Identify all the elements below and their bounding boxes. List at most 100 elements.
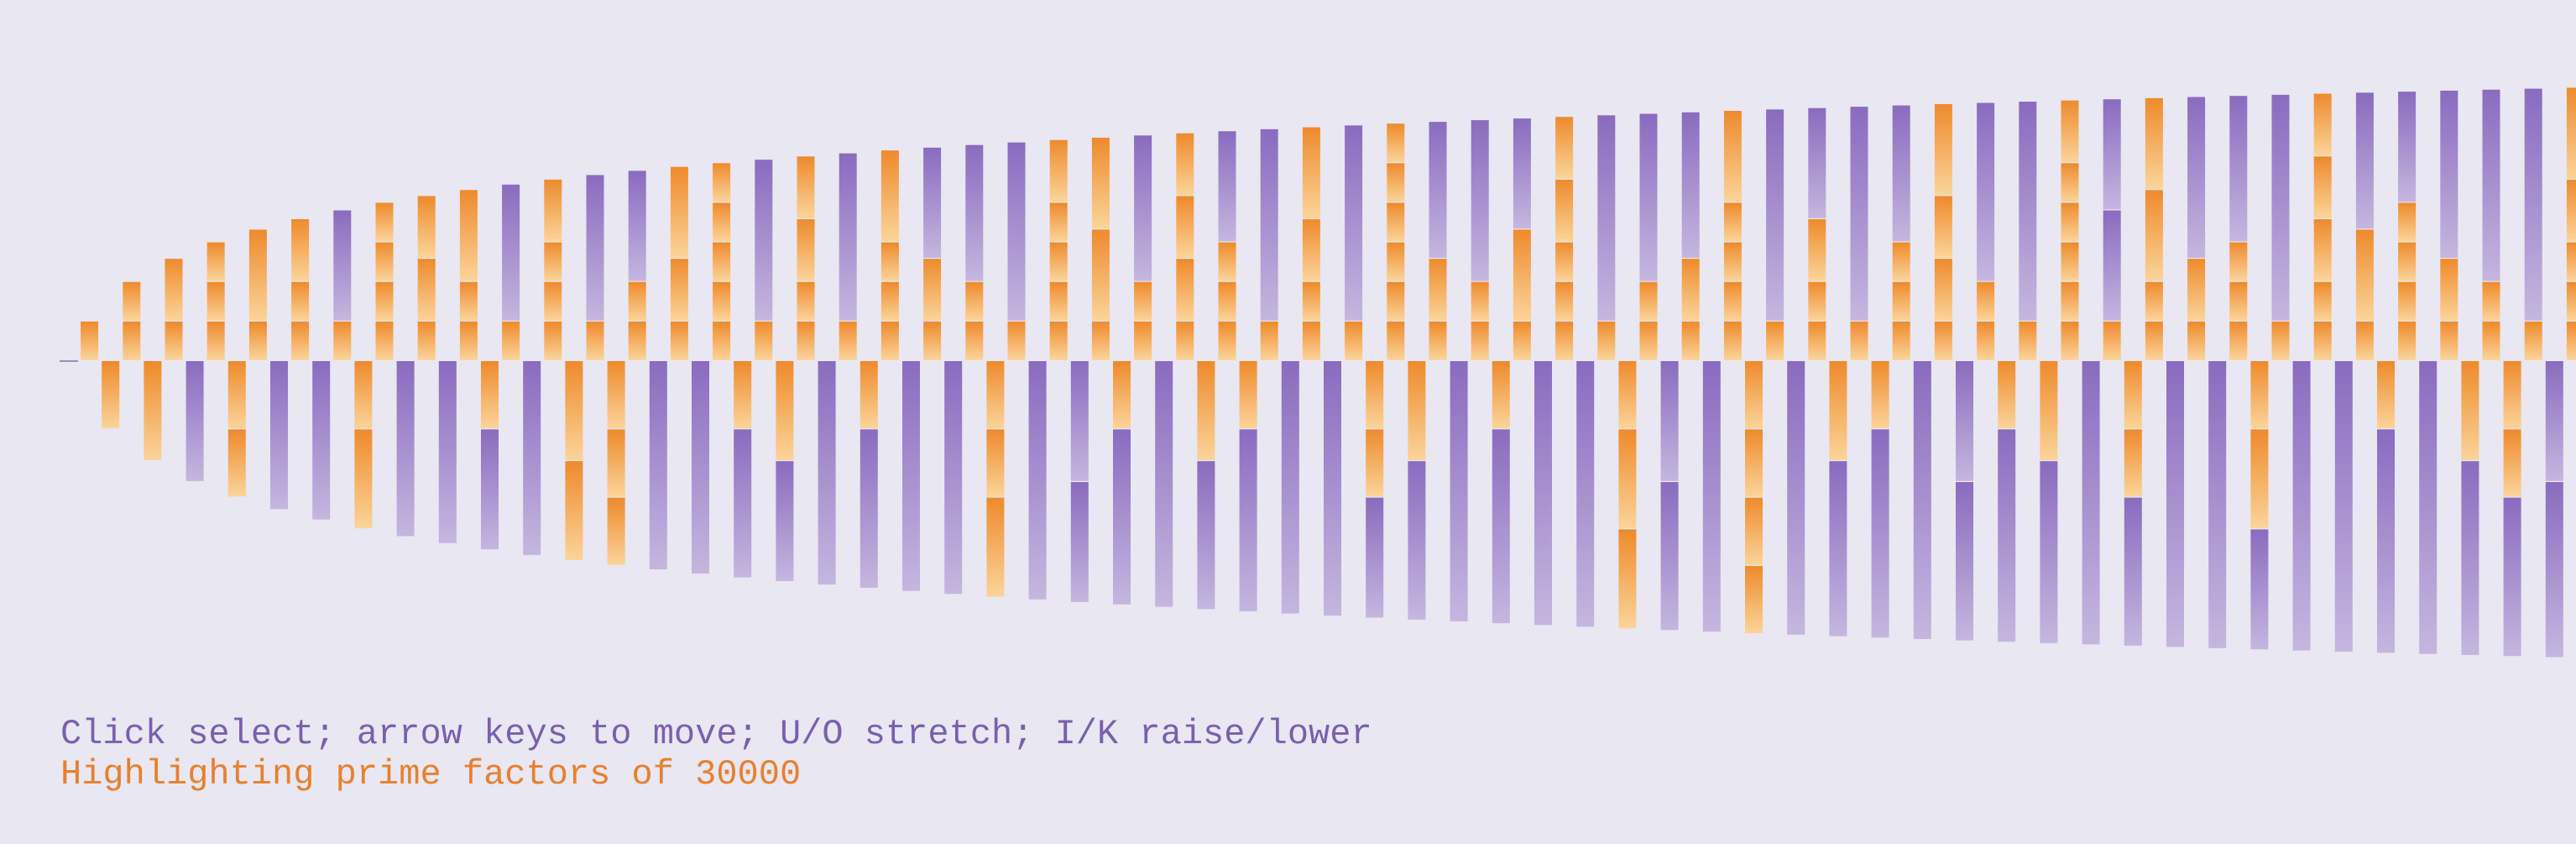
- factor-column-77[interactable]: [1660, 361, 1679, 631]
- factor-column-108[interactable]: [2313, 93, 2332, 360]
- factor-column-80[interactable]: [1723, 111, 1742, 360]
- factor-column-33[interactable]: [734, 361, 752, 578]
- factor-column-36[interactable]: [797, 156, 815, 360]
- factor-column-69[interactable]: [1492, 361, 1510, 624]
- factor-column-23[interactable]: [523, 361, 541, 555]
- factor-column-26[interactable]: [586, 175, 604, 360]
- factor-column-111[interactable]: [2377, 361, 2395, 653]
- factor-column-90[interactable]: [1934, 104, 1952, 360]
- factor-column-76[interactable]: [1639, 113, 1658, 360]
- factor-column-117[interactable]: [2503, 361, 2521, 657]
- factor-column-88[interactable]: [1892, 105, 1910, 360]
- factor-column-2[interactable]: [81, 321, 99, 360]
- factor-column-109[interactable]: [2334, 361, 2353, 652]
- factor-column-31[interactable]: [692, 361, 709, 574]
- factor-column-83[interactable]: [1787, 361, 1805, 635]
- factor-column-4[interactable]: [123, 281, 141, 360]
- factor-column-63[interactable]: [1366, 361, 1384, 618]
- factor-column-65[interactable]: [1408, 361, 1426, 620]
- factor-column-98[interactable]: [2103, 99, 2121, 360]
- factor-column-24[interactable]: [544, 179, 562, 360]
- factor-column-86[interactable]: [1850, 107, 1868, 360]
- factor-column-45[interactable]: [986, 361, 1005, 597]
- factor-column-34[interactable]: [755, 160, 773, 360]
- factor-column-11[interactable]: [270, 361, 288, 510]
- factor-column-110[interactable]: [2355, 92, 2374, 360]
- factor-column-101[interactable]: [2166, 361, 2184, 647]
- factor-column-44[interactable]: [965, 144, 984, 360]
- factor-column-28[interactable]: [628, 170, 646, 360]
- factor-column-85[interactable]: [1829, 361, 1847, 637]
- factor-column-70[interactable]: [1513, 118, 1531, 360]
- factor-column-120[interactable]: [2566, 87, 2576, 360]
- factor-column-25[interactable]: [565, 361, 583, 560]
- factor-column-93[interactable]: [1998, 361, 2016, 642]
- factor-column-81[interactable]: [1745, 361, 1763, 633]
- factor-column-42[interactable]: [923, 147, 942, 360]
- factor-column-73[interactable]: [1576, 361, 1595, 627]
- factor-column-68[interactable]: [1471, 120, 1489, 360]
- factor-column-9[interactable]: [227, 361, 246, 497]
- factor-column-32[interactable]: [713, 163, 731, 360]
- factor-column-91[interactable]: [1956, 361, 1973, 641]
- factor-column-112[interactable]: [2398, 92, 2417, 360]
- factor-column-47[interactable]: [1028, 361, 1047, 600]
- factor-column-39[interactable]: [860, 361, 878, 588]
- factor-column-3[interactable]: [102, 361, 120, 429]
- factor-column-62[interactable]: [1345, 125, 1363, 360]
- factor-column-40[interactable]: [880, 150, 899, 360]
- factor-column-72[interactable]: [1555, 117, 1574, 360]
- factor-column-118[interactable]: [2524, 88, 2542, 360]
- factor-column-37[interactable]: [818, 361, 836, 585]
- factor-column-12[interactable]: [291, 219, 310, 360]
- factor-column-60[interactable]: [1302, 127, 1320, 360]
- factor-column-43[interactable]: [944, 361, 963, 595]
- factor-column-95[interactable]: [2040, 361, 2058, 643]
- factor-column-115[interactable]: [2461, 361, 2479, 655]
- factor-column-50[interactable]: [1091, 137, 1110, 360]
- factor-column-51[interactable]: [1113, 361, 1131, 605]
- factor-column-5[interactable]: [144, 361, 162, 460]
- factor-column-99[interactable]: [2124, 361, 2142, 646]
- factor-column-67[interactable]: [1450, 361, 1468, 621]
- factor-column-79[interactable]: [1702, 361, 1721, 632]
- factor-column-57[interactable]: [1239, 361, 1257, 611]
- factor-column-18[interactable]: [417, 196, 436, 360]
- factor-column-100[interactable]: [2145, 97, 2163, 360]
- factor-column-15[interactable]: [354, 361, 373, 529]
- factor-column-64[interactable]: [1387, 123, 1405, 360]
- factor-column-78[interactable]: [1681, 112, 1700, 360]
- factor-column-102[interactable]: [2187, 97, 2206, 360]
- factor-column-46[interactable]: [1007, 142, 1026, 360]
- factor-column-119[interactable]: [2545, 361, 2563, 658]
- factor-column-29[interactable]: [649, 361, 667, 569]
- factor-column-89[interactable]: [1913, 361, 1931, 639]
- factor-column-10[interactable]: [248, 229, 267, 360]
- factor-column-16[interactable]: [375, 202, 394, 360]
- factor-column-35[interactable]: [776, 361, 794, 581]
- factor-column-59[interactable]: [1281, 361, 1299, 614]
- factor-column-96[interactable]: [2061, 100, 2079, 360]
- factor-column-20[interactable]: [459, 190, 478, 360]
- factor-column-104[interactable]: [2229, 96, 2248, 360]
- factor-column-114[interactable]: [2440, 90, 2458, 360]
- factor-column-6[interactable]: [165, 259, 183, 360]
- factor-column-41[interactable]: [902, 361, 920, 591]
- factor-column-107[interactable]: [2292, 361, 2311, 651]
- factor-column-106[interactable]: [2271, 94, 2290, 360]
- factor-column-13[interactable]: [312, 361, 331, 520]
- factor-column-116[interactable]: [2482, 89, 2500, 360]
- factor-column-27[interactable]: [607, 361, 625, 565]
- factor-column-58[interactable]: [1260, 128, 1278, 360]
- factor-column-53[interactable]: [1155, 361, 1173, 607]
- factor-column-14[interactable]: [333, 210, 352, 360]
- factor-column-7[interactable]: [185, 361, 204, 481]
- factor-column-66[interactable]: [1429, 122, 1447, 360]
- factor-column-75[interactable]: [1618, 361, 1637, 629]
- factor-column-49[interactable]: [1070, 361, 1089, 602]
- factor-column-113[interactable]: [2419, 361, 2438, 654]
- factor-column-94[interactable]: [2019, 102, 2037, 360]
- factor-column-61[interactable]: [1324, 361, 1341, 616]
- factor-column-22[interactable]: [502, 184, 520, 360]
